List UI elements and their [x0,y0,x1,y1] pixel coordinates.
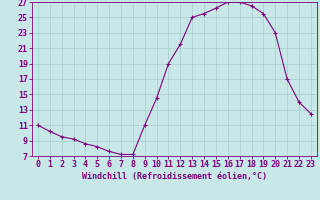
X-axis label: Windchill (Refroidissement éolien,°C): Windchill (Refroidissement éolien,°C) [82,172,267,181]
